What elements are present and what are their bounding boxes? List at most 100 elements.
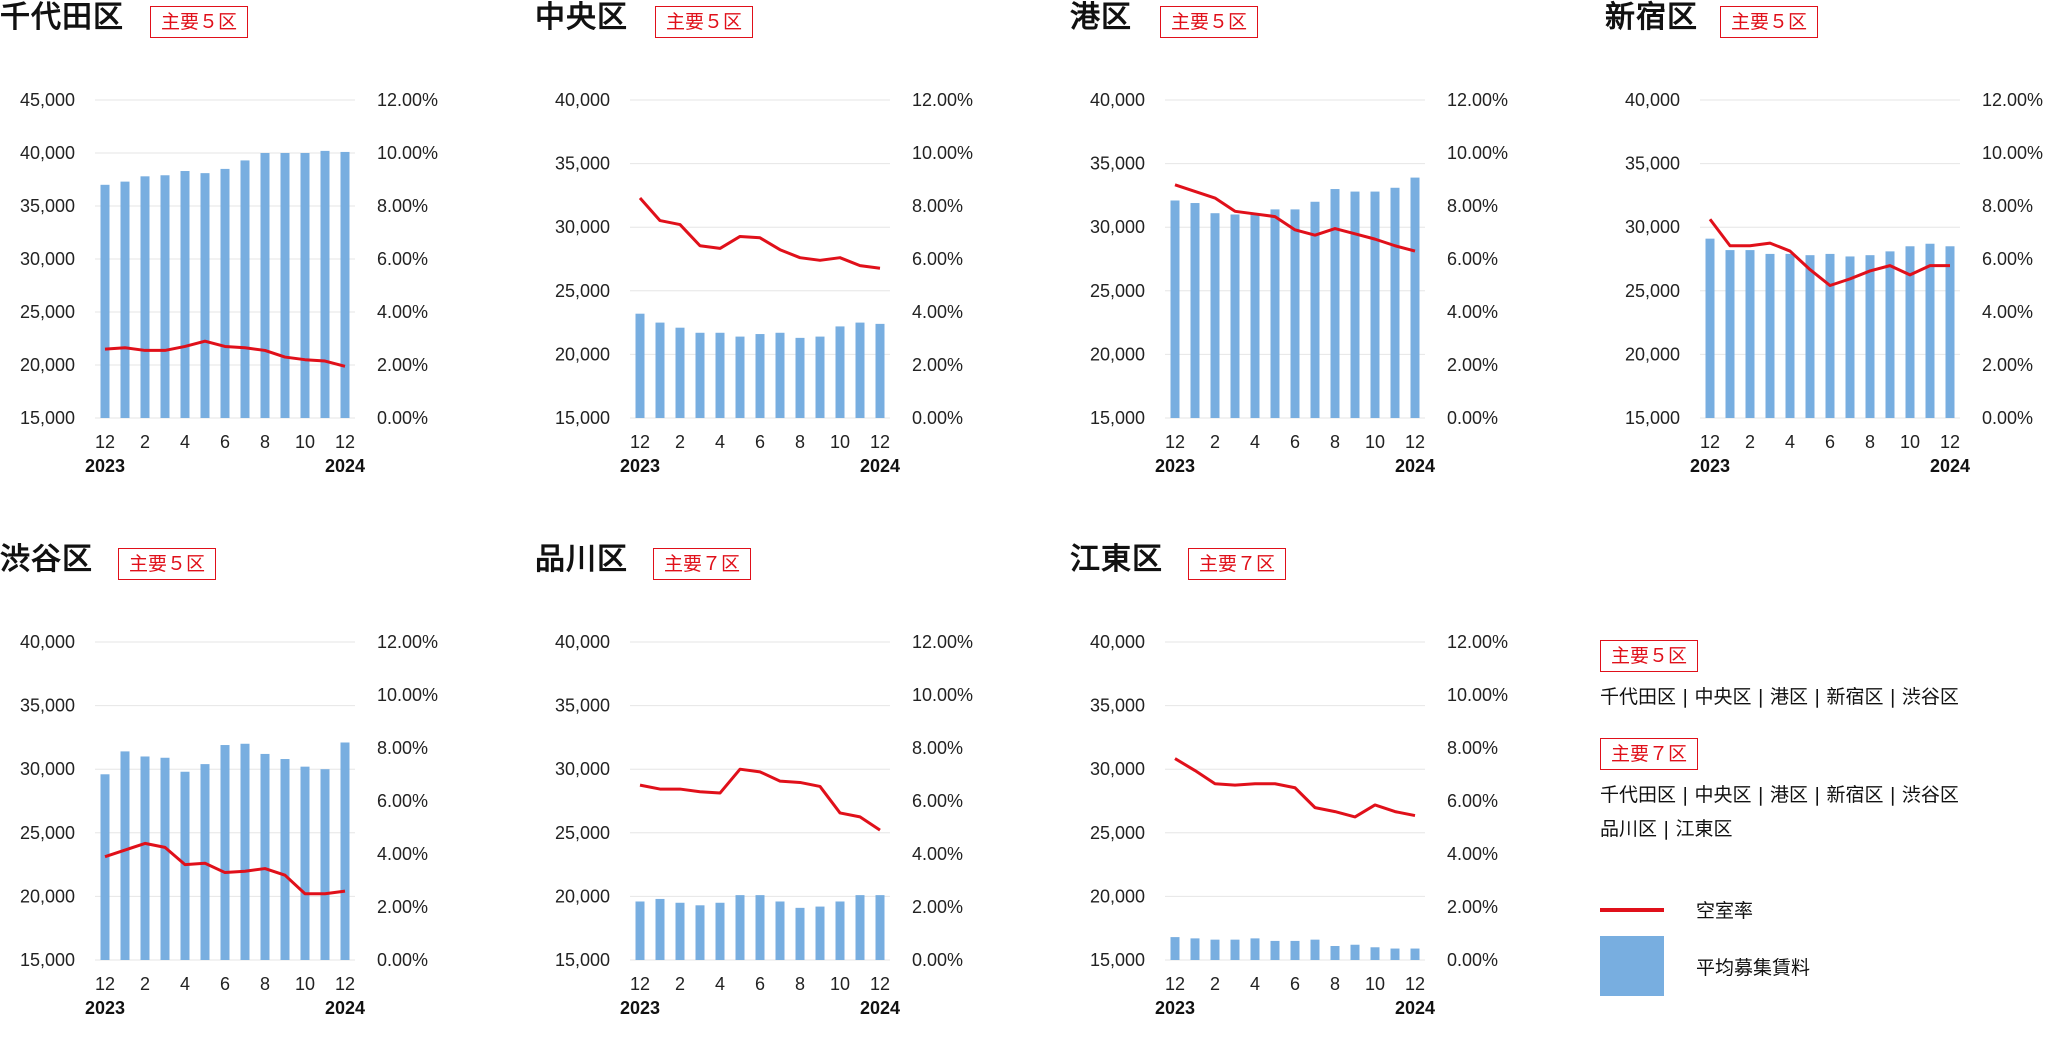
y-left-tick-label: 35,000 [1625, 154, 1680, 174]
rent-bar [675, 327, 685, 418]
area-group-badge: 主要５区 [655, 6, 754, 38]
area-group-badge: 主要５区 [118, 548, 217, 580]
x-tick-label: 12 [1405, 974, 1425, 994]
rent-bar [795, 337, 805, 418]
y-right-tick-label: 0.00% [912, 950, 963, 970]
x-tick-label: 6 [755, 432, 765, 452]
y-right-tick-label: 10.00% [912, 685, 973, 705]
rent-bar [695, 332, 705, 418]
rent-bar [1705, 238, 1715, 418]
x-tick-label: 6 [1290, 432, 1300, 452]
vacancy-rate-line [1174, 757, 1416, 819]
y-right-tick-label: 6.00% [912, 249, 963, 269]
rent-bar [1390, 187, 1400, 418]
rent-bar [755, 334, 765, 418]
chart-panel: 中央区 主要５区 15,000 20,000 25,000 30,000 35,000 40,… [535, 0, 1015, 520]
y-left-tick-label: 15,000 [20, 950, 75, 970]
chart-title: 江東区 [1070, 542, 1163, 577]
y-right-tick-label: 0.00% [1982, 408, 2033, 428]
x-tick-label: 4 [1250, 974, 1260, 994]
x-tick-label: 12 [870, 974, 890, 994]
rent-bar [775, 901, 785, 960]
rent-bar [1350, 191, 1360, 418]
chart-panel: 新宿区 主要５区 15,000 20,000 25,000 30,000 35,000 40,… [1605, 0, 2048, 520]
rent-bar [1170, 937, 1180, 960]
x-tick-label: 10 [1365, 974, 1385, 994]
chart-svg: 15,000 20,000 25,000 30,000 35,000 40,000 0.00… [555, 90, 973, 476]
legend-group5-wards: 千代田区 | 中央区 | 港区 | 新宿区 | 渋谷区 [1600, 686, 1959, 708]
y-left-tick-label: 15,000 [1090, 950, 1145, 970]
y-left-tick-label: 20,000 [555, 886, 610, 906]
rent-bar [1270, 940, 1280, 960]
x-tick-label: 4 [715, 432, 725, 452]
x-tick-label: 12 [335, 974, 355, 994]
y-left-tick-label: 35,000 [555, 696, 610, 716]
y-left-tick-label: 25,000 [1625, 281, 1680, 301]
rent-bar [855, 322, 865, 418]
y-left-tick-label: 25,000 [1090, 281, 1145, 301]
rent-bar [260, 753, 270, 960]
rent-bar [1230, 939, 1240, 960]
vacancy-rate-line [104, 841, 346, 896]
rent-bar [1190, 938, 1200, 960]
x-tick-label: 8 [1330, 432, 1340, 452]
x-tick-label: 10 [830, 974, 850, 994]
x-tick-label: 10 [1365, 432, 1385, 452]
chart-svg: 15,000 20,000 25,000 30,000 35,000 40,000 0.00… [555, 632, 973, 1018]
y-right-tick-label: 2.00% [377, 355, 428, 375]
y-left-tick-label: 15,000 [555, 950, 610, 970]
y-left-tick-label: 25,000 [20, 823, 75, 843]
y-right-tick-label: 4.00% [377, 302, 428, 322]
rent-bar [1210, 213, 1220, 418]
rent-bar [1290, 940, 1300, 960]
x-tick-label: 2 [140, 974, 150, 994]
rent-bar [1745, 250, 1755, 418]
x-tick-label: 2 [1210, 432, 1220, 452]
x-tick-label: 2 [675, 432, 685, 452]
rent-bar [795, 907, 805, 960]
y-left-tick-label: 40,000 [555, 90, 610, 110]
y-right-tick-label: 2.00% [1447, 355, 1498, 375]
x-tick-label: 4 [715, 974, 725, 994]
y-left-tick-label: 30,000 [555, 217, 610, 237]
area-group-badge: 主要５区 [1720, 6, 1819, 38]
chart-title: 渋谷区 [0, 542, 93, 577]
y-right-tick-label: 10.00% [377, 685, 438, 705]
x-tick-label: 12 [1700, 432, 1720, 452]
x-tick-label: 12 [95, 432, 115, 452]
y-right-tick-label: 12.00% [1447, 90, 1508, 110]
y-right-tick-label: 12.00% [912, 90, 973, 110]
rent-bar [635, 901, 645, 960]
y-right-tick-label: 0.00% [377, 408, 428, 428]
rent-bar [675, 902, 685, 960]
y-left-tick-label: 30,000 [20, 249, 75, 269]
chart-panel: 品川区 主要７区 15,000 20,000 25,000 30,000 35,000 40,… [535, 542, 1015, 1062]
rent-bar [1230, 214, 1240, 418]
rent-bar [340, 151, 350, 418]
y-left-tick-label: 40,000 [1090, 632, 1145, 652]
legend: 主要５区 千代田区 | 中央区 | 港区 | 新宿区 | 渋谷区 主要７区 千代… [1600, 640, 2040, 1020]
y-left-tick-label: 45,000 [20, 90, 75, 110]
y-right-tick-label: 0.00% [377, 950, 428, 970]
y-left-tick-label: 40,000 [1090, 90, 1145, 110]
x-year-label-start: 2023 [85, 456, 125, 476]
chart-title: 品川区 [535, 542, 628, 577]
y-left-tick-label: 40,000 [555, 632, 610, 652]
rent-bar [320, 769, 330, 960]
rent-bar [140, 756, 150, 960]
y-left-tick-label: 20,000 [555, 344, 610, 364]
chart-svg: 15,000 20,000 25,000 30,000 35,000 40,000 0.00… [1090, 90, 1508, 476]
y-right-tick-label: 10.00% [1447, 685, 1508, 705]
rent-bar [855, 895, 865, 960]
rent-bar [1805, 255, 1815, 418]
rent-bar [815, 336, 825, 418]
y-left-tick-label: 30,000 [1625, 217, 1680, 237]
rent-bar [1905, 246, 1915, 418]
x-year-label-start: 2023 [620, 456, 660, 476]
x-tick-label: 12 [1405, 432, 1425, 452]
x-tick-label: 12 [1165, 432, 1185, 452]
x-tick-label: 12 [335, 432, 355, 452]
y-right-tick-label: 6.00% [912, 791, 963, 811]
legend-line-label: 空室率 [1696, 900, 1754, 922]
rent-bar [1310, 939, 1320, 960]
